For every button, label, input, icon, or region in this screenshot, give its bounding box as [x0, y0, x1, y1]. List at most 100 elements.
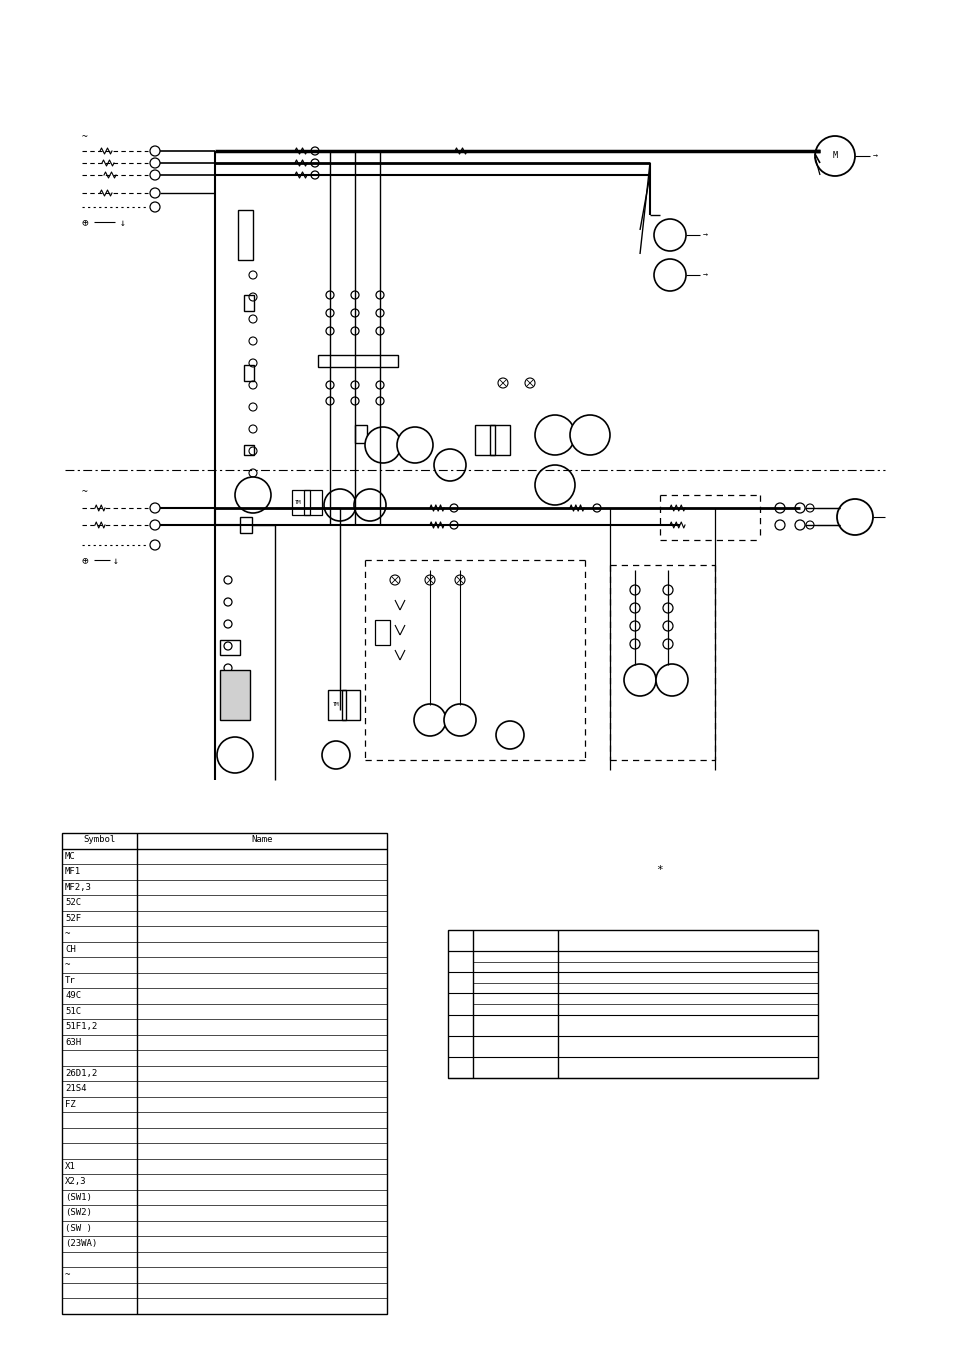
- Text: (23WA): (23WA): [65, 1239, 97, 1248]
- Circle shape: [375, 309, 384, 317]
- Text: →: →: [702, 231, 707, 239]
- Circle shape: [150, 170, 160, 180]
- Circle shape: [443, 704, 476, 736]
- Circle shape: [375, 290, 384, 299]
- Text: (SW2): (SW2): [65, 1208, 91, 1217]
- Circle shape: [249, 381, 256, 389]
- Text: ~: ~: [82, 132, 88, 142]
- Circle shape: [814, 136, 854, 176]
- Circle shape: [150, 203, 160, 212]
- Bar: [220, 670, 250, 720]
- Circle shape: [662, 639, 672, 648]
- Bar: [341, 690, 359, 720]
- Circle shape: [424, 576, 435, 585]
- Text: ~: ~: [65, 929, 71, 938]
- Text: MF1: MF1: [65, 867, 81, 877]
- Circle shape: [224, 620, 232, 628]
- Bar: [448, 929, 817, 1078]
- Text: 52F: 52F: [65, 913, 81, 923]
- Circle shape: [654, 219, 685, 251]
- Text: MF2,3: MF2,3: [65, 882, 91, 892]
- Circle shape: [224, 686, 232, 694]
- Bar: [244, 295, 253, 311]
- Circle shape: [450, 521, 457, 530]
- Circle shape: [249, 336, 256, 345]
- Text: ~: ~: [65, 1270, 71, 1279]
- Circle shape: [249, 403, 256, 411]
- Circle shape: [351, 309, 358, 317]
- Text: (SW ): (SW ): [65, 1224, 91, 1232]
- Circle shape: [234, 477, 271, 513]
- Text: TM: TM: [294, 500, 301, 504]
- Circle shape: [450, 504, 457, 512]
- Circle shape: [326, 397, 334, 405]
- Text: Name: Name: [251, 835, 273, 844]
- Circle shape: [354, 489, 386, 521]
- Text: MC: MC: [65, 851, 75, 861]
- Text: CH: CH: [65, 944, 75, 954]
- Circle shape: [535, 465, 575, 505]
- Circle shape: [569, 415, 609, 455]
- Circle shape: [249, 447, 256, 455]
- Circle shape: [375, 397, 384, 405]
- Circle shape: [836, 499, 872, 535]
- Text: →: →: [872, 151, 877, 161]
- Circle shape: [150, 188, 160, 199]
- Text: TM: TM: [333, 703, 339, 708]
- Text: 21S4: 21S4: [65, 1085, 87, 1093]
- Bar: [240, 517, 252, 534]
- Circle shape: [593, 504, 600, 512]
- Circle shape: [224, 598, 232, 607]
- Text: 51F1,2: 51F1,2: [65, 1023, 97, 1031]
- Circle shape: [774, 520, 784, 530]
- Circle shape: [322, 740, 350, 769]
- Text: 52C: 52C: [65, 898, 81, 908]
- Circle shape: [311, 147, 318, 155]
- Circle shape: [794, 520, 804, 530]
- Circle shape: [351, 327, 358, 335]
- Circle shape: [249, 359, 256, 367]
- Circle shape: [396, 427, 433, 463]
- Circle shape: [150, 158, 160, 168]
- Text: ⊕: ⊕: [82, 555, 89, 565]
- Text: X1: X1: [65, 1162, 75, 1171]
- Circle shape: [324, 489, 355, 521]
- Circle shape: [249, 315, 256, 323]
- Text: X2,3: X2,3: [65, 1177, 87, 1186]
- Circle shape: [351, 381, 358, 389]
- Circle shape: [150, 520, 160, 530]
- Circle shape: [656, 663, 687, 696]
- Circle shape: [326, 309, 334, 317]
- Circle shape: [662, 621, 672, 631]
- Circle shape: [326, 381, 334, 389]
- Circle shape: [662, 603, 672, 613]
- Circle shape: [249, 293, 256, 301]
- Circle shape: [629, 621, 639, 631]
- Circle shape: [150, 540, 160, 550]
- Bar: [317, 355, 397, 367]
- Bar: [328, 690, 346, 720]
- Circle shape: [249, 426, 256, 434]
- Text: Tr: Tr: [65, 975, 75, 985]
- Circle shape: [535, 415, 575, 455]
- Circle shape: [662, 585, 672, 594]
- Text: 51C: 51C: [65, 1006, 81, 1016]
- Circle shape: [497, 378, 507, 388]
- Circle shape: [629, 603, 639, 613]
- Text: *: *: [656, 865, 662, 875]
- Circle shape: [311, 172, 318, 178]
- Circle shape: [224, 642, 232, 650]
- Circle shape: [351, 290, 358, 299]
- Circle shape: [326, 327, 334, 335]
- Bar: [62, 834, 387, 1313]
- Bar: [237, 209, 253, 259]
- Text: ↓: ↓: [112, 557, 119, 566]
- Circle shape: [351, 397, 358, 405]
- Circle shape: [224, 663, 232, 671]
- Circle shape: [524, 378, 535, 388]
- Text: ~: ~: [82, 486, 88, 497]
- Bar: [475, 426, 495, 455]
- Text: 49C: 49C: [65, 992, 81, 1000]
- Text: Symbol: Symbol: [83, 835, 115, 844]
- Circle shape: [375, 327, 384, 335]
